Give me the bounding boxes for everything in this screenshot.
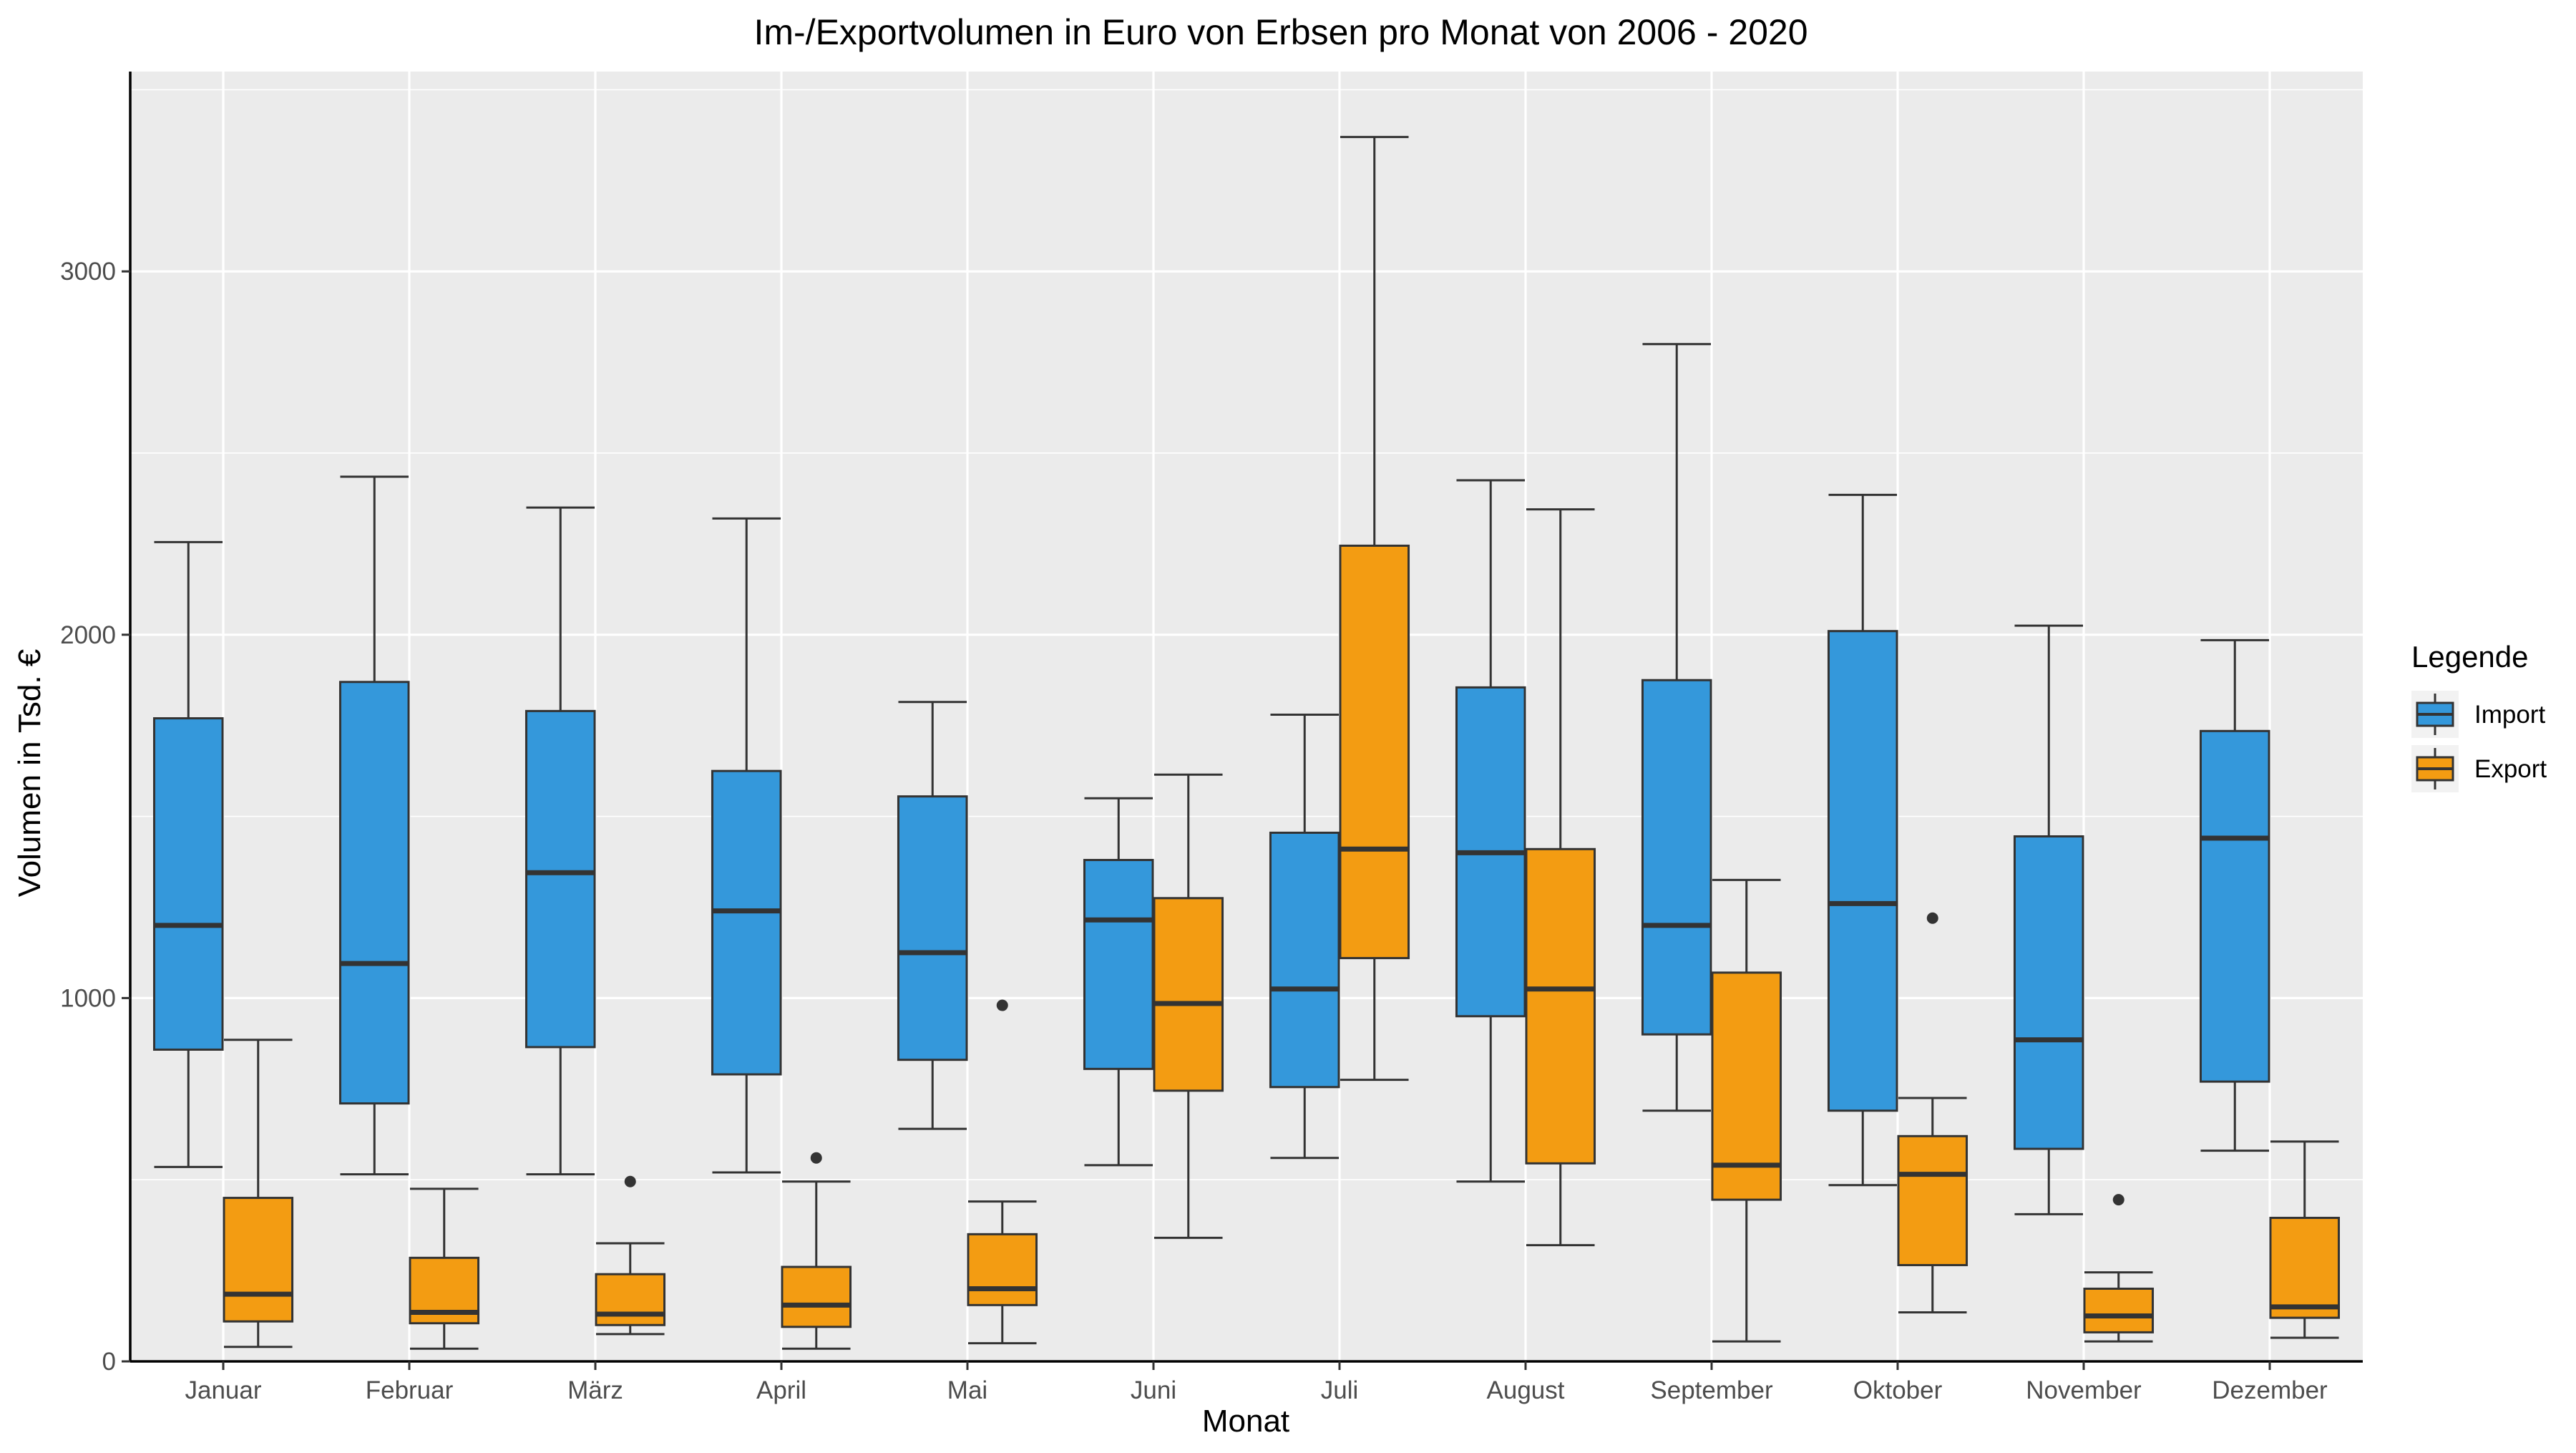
legend: Legende Import Export (2411, 640, 2547, 792)
box-import-märz (525, 506, 596, 1176)
box-export-mai (967, 999, 1038, 1345)
box-iqr (223, 1197, 294, 1323)
y-tick-label: 1000 (60, 984, 116, 1012)
x-tick-label: Juni (1131, 1376, 1176, 1404)
box-iqr (338, 681, 410, 1105)
box-export-dezember (2269, 1140, 2341, 1339)
box-iqr (1897, 1134, 1968, 1266)
box-import-august (1455, 479, 1526, 1183)
box-iqr (711, 769, 782, 1076)
box-import-januar (152, 540, 224, 1168)
y-tick-label: 3000 (60, 258, 116, 286)
box-export-juli (1339, 135, 1410, 1082)
box-iqr (1711, 971, 1782, 1201)
outlier-point (624, 1175, 636, 1187)
outlier-point (996, 999, 1008, 1011)
box-iqr (1827, 630, 1898, 1112)
box-import-februar (338, 475, 410, 1176)
x-axis-title: Monat (1202, 1404, 1289, 1439)
box-iqr (595, 1273, 666, 1326)
chart-title: Im-/Exportvolumen in Euro von Erbsen pro… (753, 12, 1807, 52)
box-iqr (1339, 544, 1410, 960)
outlier-point (1926, 912, 1938, 924)
y-axis-title: Volumen in Tsd. € (12, 649, 47, 898)
plot-area: 0 1000 2000 3000 Januar Februar März April Mai Ju… (60, 72, 2363, 1404)
box-iqr (2199, 729, 2270, 1083)
box-import-dezember (2199, 638, 2270, 1152)
box-iqr (2269, 1216, 2341, 1319)
outlier-point (2112, 1194, 2124, 1206)
box-import-oktober (1827, 493, 1898, 1187)
box-iqr (897, 795, 968, 1061)
x-tick-label: Februar (366, 1376, 454, 1404)
x-tick-label: Mai (947, 1376, 987, 1404)
box-iqr (781, 1265, 852, 1328)
x-tick-label: Dezember (2212, 1376, 2328, 1404)
box-import-juli (1269, 713, 1340, 1160)
legend-title: Legende (2411, 640, 2529, 674)
plot-panel-background (130, 72, 2363, 1361)
box-import-november (2013, 624, 2084, 1215)
x-tick-label: September (1650, 1376, 1773, 1404)
box-import-mai (897, 701, 968, 1130)
x-tick-label: Juli (1321, 1376, 1359, 1404)
y-tick-label: 2000 (60, 621, 116, 649)
legend-label: Import (2474, 701, 2545, 729)
x-tick-label: März (567, 1376, 623, 1404)
box-iqr (1083, 859, 1154, 1070)
box-import-juni (1083, 797, 1154, 1167)
box-import-september (1641, 343, 1712, 1112)
box-export-märz (595, 1175, 666, 1336)
legend-item-export: Export (2411, 745, 2547, 792)
box-iqr (1153, 897, 1224, 1092)
box-iqr (525, 709, 596, 1049)
box-export-oktober (1897, 912, 1968, 1313)
x-tick-label: August (1487, 1376, 1565, 1404)
box-export-juni (1153, 773, 1224, 1239)
box-iqr (152, 717, 224, 1051)
outlier-point (810, 1152, 822, 1164)
box-iqr (967, 1233, 1038, 1306)
box-iqr (1269, 831, 1340, 1089)
box-export-august (1525, 508, 1596, 1247)
box-iqr (1525, 847, 1596, 1165)
x-tick-label: November (2026, 1376, 2142, 1404)
box-export-september (1711, 878, 1782, 1343)
x-tick-label: Oktober (1853, 1376, 1943, 1404)
box-iqr (1641, 679, 1712, 1036)
box-export-april (781, 1152, 852, 1350)
box-export-januar (223, 1039, 294, 1348)
x-tick-label: April (756, 1376, 806, 1404)
box-iqr (2083, 1287, 2155, 1333)
box-export-februar (409, 1187, 480, 1350)
box-import-april (711, 517, 782, 1174)
y-tick-label: 0 (102, 1348, 116, 1376)
legend-label: Export (2474, 755, 2547, 783)
box-iqr (2013, 835, 2084, 1150)
legend-item-import: Import (2411, 691, 2545, 738)
box-export-november (2083, 1194, 2155, 1343)
x-tick-label: Januar (185, 1376, 261, 1404)
